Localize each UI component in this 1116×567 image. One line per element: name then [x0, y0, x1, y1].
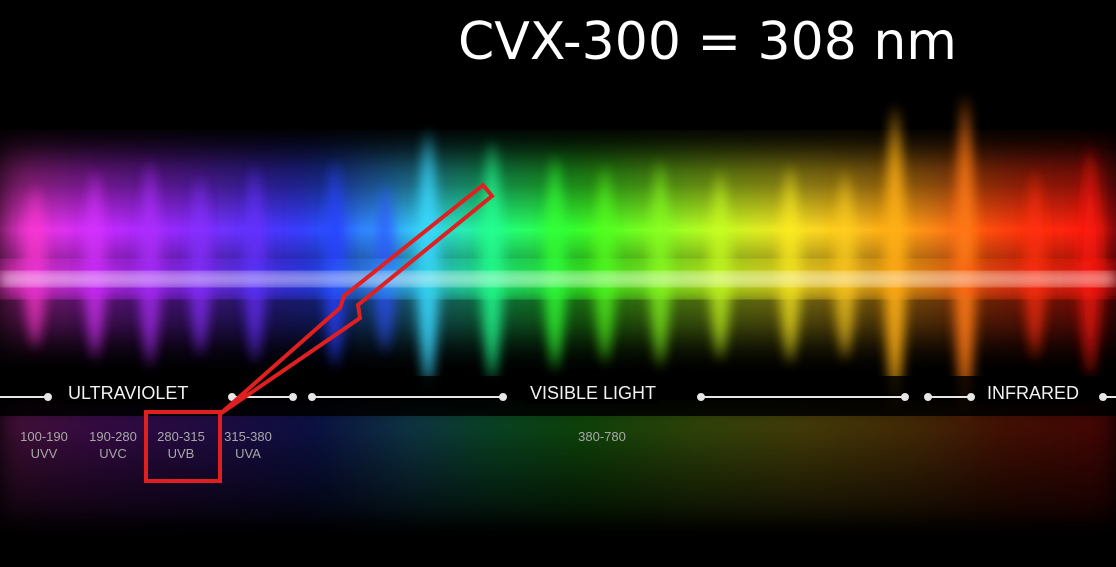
- spectrum-spike: [884, 104, 906, 411]
- range-visible: 380-780: [572, 428, 632, 445]
- spectrum-spike: [954, 94, 976, 418]
- range-uva-name: UVA: [235, 446, 261, 461]
- diagram-title: CVX-300 = 308 nm: [458, 12, 957, 72]
- range-uvc: 190-280 UVC: [83, 428, 143, 462]
- band-label-visible-light: VISIBLE LIGHT: [526, 383, 661, 404]
- range-uvc-name: UVC: [99, 446, 127, 461]
- range-uva: 315-380 UVA: [218, 428, 278, 462]
- range-uvv-nm: 100-190: [20, 429, 68, 444]
- range-uvb-nm: 280-315: [157, 429, 205, 444]
- range-uva-nm: 315-380: [224, 429, 272, 444]
- range-visible-nm: 380-780: [578, 429, 626, 444]
- band-label-ultraviolet: ULTRAVIOLET: [64, 383, 193, 404]
- range-uvv-name: UVV: [30, 446, 58, 461]
- range-uvb: 280-315 UVB: [151, 428, 211, 462]
- range-uvv: 100-190 UVV: [14, 428, 74, 462]
- range-uvb-name: UVB: [167, 446, 195, 461]
- range-uvc-nm: 190-280: [89, 429, 137, 444]
- band-label-infrared: INFRARED: [983, 383, 1084, 404]
